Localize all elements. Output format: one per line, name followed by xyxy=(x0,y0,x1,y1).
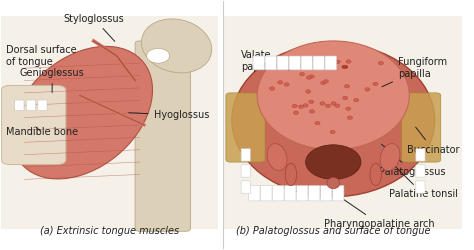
Text: (a) Extrinsic tongue muscles: (a) Extrinsic tongue muscles xyxy=(40,226,179,236)
FancyBboxPatch shape xyxy=(277,56,289,70)
Ellipse shape xyxy=(306,145,361,180)
FancyBboxPatch shape xyxy=(416,165,425,177)
FancyBboxPatch shape xyxy=(289,56,301,70)
Ellipse shape xyxy=(347,116,353,119)
Ellipse shape xyxy=(335,60,340,64)
FancyBboxPatch shape xyxy=(135,41,191,231)
Ellipse shape xyxy=(331,102,336,105)
FancyBboxPatch shape xyxy=(38,100,47,110)
Text: Palatine tonsil: Palatine tonsil xyxy=(389,164,457,199)
Ellipse shape xyxy=(315,121,320,125)
Ellipse shape xyxy=(380,144,400,171)
Ellipse shape xyxy=(345,84,349,88)
Text: Genioglossus: Genioglossus xyxy=(20,68,84,92)
Ellipse shape xyxy=(309,100,314,103)
Ellipse shape xyxy=(378,61,383,65)
Ellipse shape xyxy=(310,57,315,60)
Ellipse shape xyxy=(303,104,308,107)
Ellipse shape xyxy=(346,107,351,110)
FancyBboxPatch shape xyxy=(296,186,308,201)
FancyBboxPatch shape xyxy=(241,165,250,177)
FancyBboxPatch shape xyxy=(223,16,463,229)
Ellipse shape xyxy=(346,60,351,63)
FancyBboxPatch shape xyxy=(309,186,320,201)
FancyBboxPatch shape xyxy=(301,56,312,70)
Text: Buccinator: Buccinator xyxy=(407,127,460,155)
Ellipse shape xyxy=(12,46,153,179)
Text: Fungiform
papilla: Fungiform papilla xyxy=(382,57,447,87)
Ellipse shape xyxy=(284,83,289,86)
Text: Dorsal surface
of tongue: Dorsal surface of tongue xyxy=(6,45,77,74)
FancyBboxPatch shape xyxy=(320,186,332,201)
Ellipse shape xyxy=(232,44,435,197)
Ellipse shape xyxy=(326,104,330,108)
Ellipse shape xyxy=(342,65,348,68)
Ellipse shape xyxy=(285,163,297,186)
Ellipse shape xyxy=(278,80,283,84)
Ellipse shape xyxy=(354,98,359,102)
FancyBboxPatch shape xyxy=(416,181,425,193)
Ellipse shape xyxy=(306,90,311,93)
Ellipse shape xyxy=(257,41,410,150)
Ellipse shape xyxy=(299,105,303,108)
Ellipse shape xyxy=(300,72,305,76)
Ellipse shape xyxy=(310,110,314,113)
Ellipse shape xyxy=(316,65,322,68)
Ellipse shape xyxy=(277,65,283,68)
FancyBboxPatch shape xyxy=(284,186,296,201)
Ellipse shape xyxy=(290,65,296,68)
FancyBboxPatch shape xyxy=(241,149,250,161)
Ellipse shape xyxy=(146,48,170,63)
FancyBboxPatch shape xyxy=(26,100,36,110)
Ellipse shape xyxy=(373,82,378,86)
FancyBboxPatch shape xyxy=(332,186,344,201)
Text: Styloglossus: Styloglossus xyxy=(64,14,124,41)
FancyBboxPatch shape xyxy=(15,100,24,110)
Ellipse shape xyxy=(309,75,314,78)
FancyBboxPatch shape xyxy=(248,186,260,201)
Ellipse shape xyxy=(292,104,297,108)
Ellipse shape xyxy=(329,65,335,68)
FancyBboxPatch shape xyxy=(226,93,265,162)
Ellipse shape xyxy=(293,111,299,114)
Ellipse shape xyxy=(303,65,309,68)
FancyBboxPatch shape xyxy=(416,149,425,161)
Ellipse shape xyxy=(335,104,340,108)
Ellipse shape xyxy=(141,19,212,73)
Ellipse shape xyxy=(328,59,333,62)
FancyBboxPatch shape xyxy=(241,181,250,193)
FancyBboxPatch shape xyxy=(401,93,441,162)
Ellipse shape xyxy=(323,80,328,83)
FancyBboxPatch shape xyxy=(261,186,272,201)
Ellipse shape xyxy=(343,96,348,100)
Ellipse shape xyxy=(270,87,274,90)
Text: Hyoglossus: Hyoglossus xyxy=(128,110,209,120)
Text: Valate
papilla: Valate papilla xyxy=(241,50,289,72)
Text: Pharyngopalatine arch: Pharyngopalatine arch xyxy=(324,191,435,229)
Ellipse shape xyxy=(306,76,311,79)
Text: Mandible bone: Mandible bone xyxy=(6,127,78,138)
FancyBboxPatch shape xyxy=(265,56,277,70)
FancyBboxPatch shape xyxy=(313,56,325,70)
Ellipse shape xyxy=(320,81,326,85)
Ellipse shape xyxy=(327,178,340,189)
Ellipse shape xyxy=(267,144,287,171)
FancyBboxPatch shape xyxy=(273,186,284,201)
FancyBboxPatch shape xyxy=(1,16,218,229)
FancyBboxPatch shape xyxy=(325,56,337,70)
Ellipse shape xyxy=(365,88,370,91)
FancyBboxPatch shape xyxy=(253,56,264,70)
Ellipse shape xyxy=(330,130,335,134)
Text: (b) Palatoglossus and surface of tongue: (b) Palatoglossus and surface of tongue xyxy=(236,226,430,236)
Ellipse shape xyxy=(320,102,325,105)
Text: Palatoglossus: Palatoglossus xyxy=(379,144,446,177)
FancyBboxPatch shape xyxy=(1,86,66,164)
Ellipse shape xyxy=(370,163,382,186)
